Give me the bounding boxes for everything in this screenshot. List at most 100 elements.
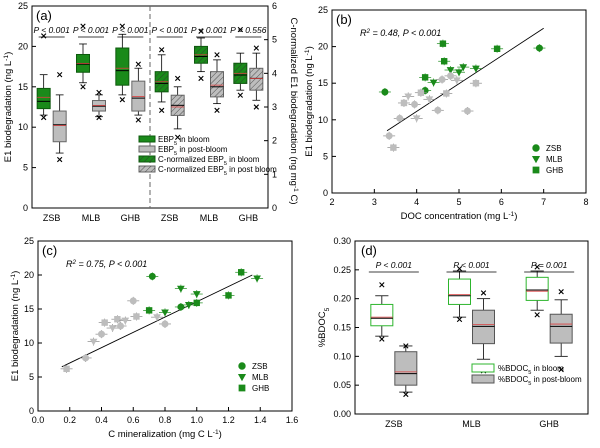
data-point-22 [436,75,449,84]
y-tick-label: 15 [318,78,328,88]
legend-label: %BDOC5 in bloom [498,364,564,376]
group-label: MLB [200,213,219,223]
data-point-20 [190,298,203,307]
legend-swatch [138,135,156,143]
data-point-11 [427,78,440,87]
point-marker [438,76,446,84]
outlier-marker [379,336,385,342]
data-point-21 [222,291,235,300]
data-point-15 [159,308,171,317]
x-axis-title: C mineralization (mg C L-1) [108,429,222,441]
point-marker [439,40,447,47]
panel-b: 0 5 10 15 20 25 2 3 4 5 6 7 8 R2 = 0.48, P < 0.001 ZSB… [304,5,589,222]
outlier-marker [119,97,126,103]
y-tick-label: 10 [18,122,28,132]
y-tick-label: 0.20 [333,294,351,304]
y-axis-title: E1 biodegradation (ng L-1) [10,271,22,382]
box-0-0 [370,282,394,342]
stat-annotation: R2 = 0.75, P < 0.001 [66,259,147,270]
point-marker [417,89,425,96]
legend-marker [532,144,540,152]
data-point-4 [444,66,457,75]
outlier-marker [534,264,540,270]
y-tick-label: 10 [318,115,328,125]
legend-label: C-normalized EBP5 in bloom [158,155,260,167]
data-point-10 [130,312,143,321]
x-tick-label: 4 [414,197,419,207]
group-label: MLB [82,213,101,223]
p-value-label: P = 0.556 [230,25,267,35]
y2-tick-label: 2 [272,136,277,146]
point-marker [117,322,125,330]
box-2-0 [154,47,169,114]
box-2-1 [194,28,208,82]
point-marker [101,319,108,326]
outlier-marker [237,26,244,33]
p-value-label: P < 0.001 [152,25,189,35]
panel-d: 0.00 0.05 0.10 0.15 0.20 0.25 0.30 ZSB P < 0.001… [317,236,589,429]
point-marker [434,106,442,114]
outlier-marker [379,282,385,288]
legend-swatch [471,374,495,384]
x-tick-label: 0.4 [95,415,108,425]
data-point-7 [469,64,482,73]
y-tick-label: 25 [318,5,328,15]
point-marker [108,325,117,333]
group-label: MLB [462,419,481,429]
y2-tick-label: 1 [272,169,277,179]
outlier-marker [40,33,47,39]
y-axis-title: E1 biodegradation (ng L-1) [304,46,316,157]
point-marker [425,96,434,104]
outlier-marker [198,75,204,82]
data-point-18 [410,114,423,123]
outlier-marker [456,316,463,323]
stat-annotation: R2 = 0.48, P < 0.001 [360,28,441,39]
group-label: GHB [121,213,141,223]
x-tick-label: 0.0 [32,415,45,425]
data-point-17 [182,300,195,309]
legend-label: EBP5 in bloom [158,135,210,147]
point-marker [145,307,153,314]
panel-a: 0 5 10 15 20 25 0 1 2 3 4 5 6 ZSB P < 0.001 MLB P < 0.00… [3,1,300,223]
x-tick-label: 3 [372,197,377,207]
point-marker [177,285,185,293]
data-point-3 [436,39,449,48]
outlier-marker [198,28,204,34]
y-tick-label: 5 [23,163,28,173]
point-marker [447,72,455,80]
legend-marker [238,362,246,370]
point-marker [148,272,156,280]
data-point-10 [419,73,432,82]
outlier-marker [119,23,126,29]
box-3-2 [249,45,264,110]
outlier-marker [214,107,220,114]
p-value-label: P < 0.001 [191,25,228,35]
y2-tick-label: 3 [272,102,277,112]
data-point-4 [98,318,111,327]
data-point-2 [438,57,451,66]
outlier-marker [80,23,86,29]
y2-tick-label: 4 [272,68,277,78]
point-marker [472,80,480,87]
x-tick-label: 1.6 [286,415,299,425]
group-label: GHB [239,213,259,223]
outlier-marker [96,89,102,96]
y-tick-label: 5 [323,151,328,161]
point-marker [381,88,389,96]
data-point-6 [111,315,124,324]
y-tick-label: 0 [323,188,328,198]
box-body [549,313,573,344]
legend-swatch [138,145,156,153]
point-marker [133,313,140,320]
y2-axis-title: C-normalized E1 biodegradation (ng mg-1 … [288,17,300,204]
point-marker [192,291,201,299]
data-point-23 [251,274,264,283]
outlier-marker [558,366,564,373]
legend-marker [237,373,247,382]
group-label: ZSB [161,213,179,223]
box-hatch [249,68,263,91]
legend-label: EBP5 in post-bloom [158,145,228,157]
data-point-17 [408,100,421,109]
panel-label: (b) [336,12,352,27]
y-tick-label: 10 [24,338,34,348]
